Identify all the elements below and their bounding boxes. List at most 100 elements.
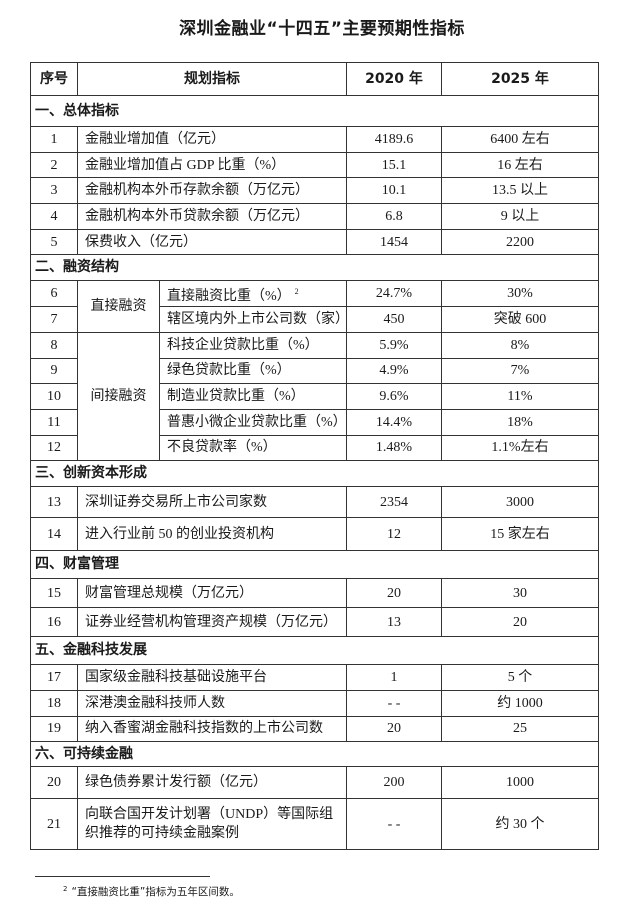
indicator-name: 纳入香蜜湖金融科技指数的上市公司数 — [77, 715, 347, 743]
value-2025: 9 以上 — [441, 203, 599, 230]
table-row: 3 金融机构本外币存款余额（万亿元） 10.1 13.5 以上 — [30, 177, 599, 205]
value-2025: 约 30 个 — [441, 798, 599, 851]
value-2020: 12 — [346, 517, 442, 552]
footnote-ref: 2 — [294, 286, 299, 296]
value-2025: 3000 — [441, 486, 599, 519]
value-2025: 30% — [441, 280, 599, 308]
row-number: 7 — [30, 306, 78, 333]
page-title: 深圳金融业“十四五”主要预期性指标 — [179, 19, 465, 39]
value-2025: 11% — [441, 383, 599, 410]
indicator-name: 制造业贷款比重（%） — [167, 389, 305, 405]
table-row: 14 进入行业前 50 的创业投资机构 12 15 家左右 — [30, 517, 599, 552]
indicator-name: 辖区境内外上市公司数（家） — [167, 311, 349, 327]
value-2020: - - — [346, 689, 442, 717]
indicator-name: 不良贷款率（%） — [167, 440, 277, 456]
value-2025: 1.1%左右 — [441, 434, 599, 462]
indicator-name: 财富管理总规模（万亿元） — [77, 578, 347, 609]
indicator-name: 证券业经营机构管理资产规模（万亿元） — [77, 607, 347, 638]
row-number: 17 — [30, 664, 78, 691]
value-2020: 14.4% — [346, 408, 442, 436]
indicator-name: 直接融资比重（%） — [167, 288, 291, 304]
row-number: 21 — [30, 798, 78, 851]
header-2025: 2025 年 — [441, 62, 599, 96]
indicator-name: 国家级金融科技基础设施平台 — [77, 664, 347, 691]
value-2025: 8% — [441, 331, 599, 359]
row-number: 6 — [30, 280, 78, 308]
value-2020: 1454 — [346, 228, 442, 256]
footnote-text: “直接融资比重”指标为五年区间数。 — [71, 886, 240, 898]
value-2025: 2200 — [441, 228, 599, 256]
group-label: 直接融资 — [77, 280, 160, 333]
row-number: 11 — [30, 408, 78, 436]
section-title: 四、财富管理 — [30, 550, 599, 580]
row-number: 1 — [30, 126, 78, 153]
value-2025: 7% — [441, 357, 599, 385]
indicator-cell: 绿色贷款比重（%） — [159, 357, 347, 385]
header-indicator: 规划指标 — [77, 62, 347, 96]
indicator-cell: 不良贷款率（%） — [159, 434, 347, 462]
section-header-row: 二、融资结构 — [30, 254, 599, 282]
value-2020: 10.1 — [346, 177, 442, 205]
section-header-row: 四、财富管理 — [30, 550, 599, 580]
footnote: 2 “直接融资比重”指标为五年区间数。 — [63, 884, 240, 899]
row-number: 12 — [30, 434, 78, 462]
table-row: 10 制造业贷款比重（%） 9.6% 11% — [30, 383, 599, 410]
value-2020: 200 — [346, 766, 442, 800]
section-title: 二、融资结构 — [30, 254, 599, 282]
header-no: 序号 — [30, 62, 78, 96]
indicator-name: 深圳证券交易所上市公司家数 — [77, 486, 347, 519]
section-title: 三、创新资本形成 — [30, 460, 599, 488]
value-2025: 20 — [441, 607, 599, 638]
row-number: 5 — [30, 228, 78, 256]
indicator-name: 保费收入（亿元） — [77, 228, 347, 256]
section-header-row: 一、总体指标 — [30, 95, 599, 127]
table-row: 11 普惠小微企业贷款比重（%） 14.4% 18% — [30, 408, 599, 436]
table-row: 4 金融机构本外币贷款余额（万亿元） 6.8 9 以上 — [30, 203, 599, 230]
footnote-divider — [35, 876, 210, 877]
value-2020: 450 — [346, 306, 442, 333]
indicator-name: 绿色债券累计发行额（亿元） — [77, 766, 347, 800]
indicator-cell: 直接融资比重（%） 2 — [159, 280, 347, 308]
group-label: 间接融资 — [77, 331, 160, 462]
value-2025: 1000 — [441, 766, 599, 800]
row-number: 4 — [30, 203, 78, 230]
value-2020: 13 — [346, 607, 442, 638]
value-2020: - - — [346, 798, 442, 851]
section-header-row: 三、创新资本形成 — [30, 460, 599, 488]
row-number: 10 — [30, 383, 78, 410]
row-number: 14 — [30, 517, 78, 552]
indicator-cell: 科技企业贷款比重（%） — [159, 331, 347, 359]
value-2025: 突破 600 — [441, 306, 599, 333]
table-row: 6 直接融资 直接融资比重（%） 2 24.7% 30% — [30, 280, 599, 333]
value-2020: 1.48% — [346, 434, 442, 462]
indicator-cell: 普惠小微企业贷款比重（%） — [159, 408, 347, 436]
table-row: 20 绿色债券累计发行额（亿元） 200 1000 — [30, 766, 599, 800]
value-2020: 24.7% — [346, 280, 442, 308]
value-2020: 4189.6 — [346, 126, 442, 153]
indicator-name: 金融机构本外币贷款余额（万亿元） — [77, 203, 347, 230]
value-2025: 约 1000 — [441, 689, 599, 717]
row-number: 3 — [30, 177, 78, 205]
section-title: 五、金融科技发展 — [30, 636, 599, 666]
indicator-name: 金融机构本外币存款余额（万亿元） — [77, 177, 347, 205]
table-header-row: 序号 规划指标 2020 年 2025 年 — [30, 62, 599, 96]
table-row: 2 金融业增加值占 GDP 比重（%） 15.1 16 左右 — [30, 151, 599, 179]
table-row: 5 保费收入（亿元） 1454 2200 — [30, 228, 599, 256]
value-2025: 25 — [441, 715, 599, 743]
footnote-mark: 2 — [63, 885, 68, 893]
value-2025: 13.5 以上 — [441, 177, 599, 205]
value-2025: 5 个 — [441, 664, 599, 691]
value-2020: 15.1 — [346, 151, 442, 179]
value-2020: 6.8 — [346, 203, 442, 230]
table-row: 17 国家级金融科技基础设施平台 1 5 个 — [30, 664, 599, 691]
row-number: 19 — [30, 715, 78, 743]
table-row: 12 不良贷款率（%） 1.48% 1.1%左右 — [30, 434, 599, 462]
section-header-row: 五、金融科技发展 — [30, 636, 599, 666]
table-row: 19 纳入香蜜湖金融科技指数的上市公司数 20 25 — [30, 715, 599, 743]
value-2020: 20 — [346, 715, 442, 743]
table-row: 9 绿色贷款比重（%） 4.9% 7% — [30, 357, 599, 385]
table-row: 8 间接融资 科技企业贷款比重（%） 5.9% 8% — [30, 331, 599, 462]
value-2020: 20 — [346, 578, 442, 609]
row-number: 20 — [30, 766, 78, 800]
section-title: 一、总体指标 — [30, 95, 599, 127]
